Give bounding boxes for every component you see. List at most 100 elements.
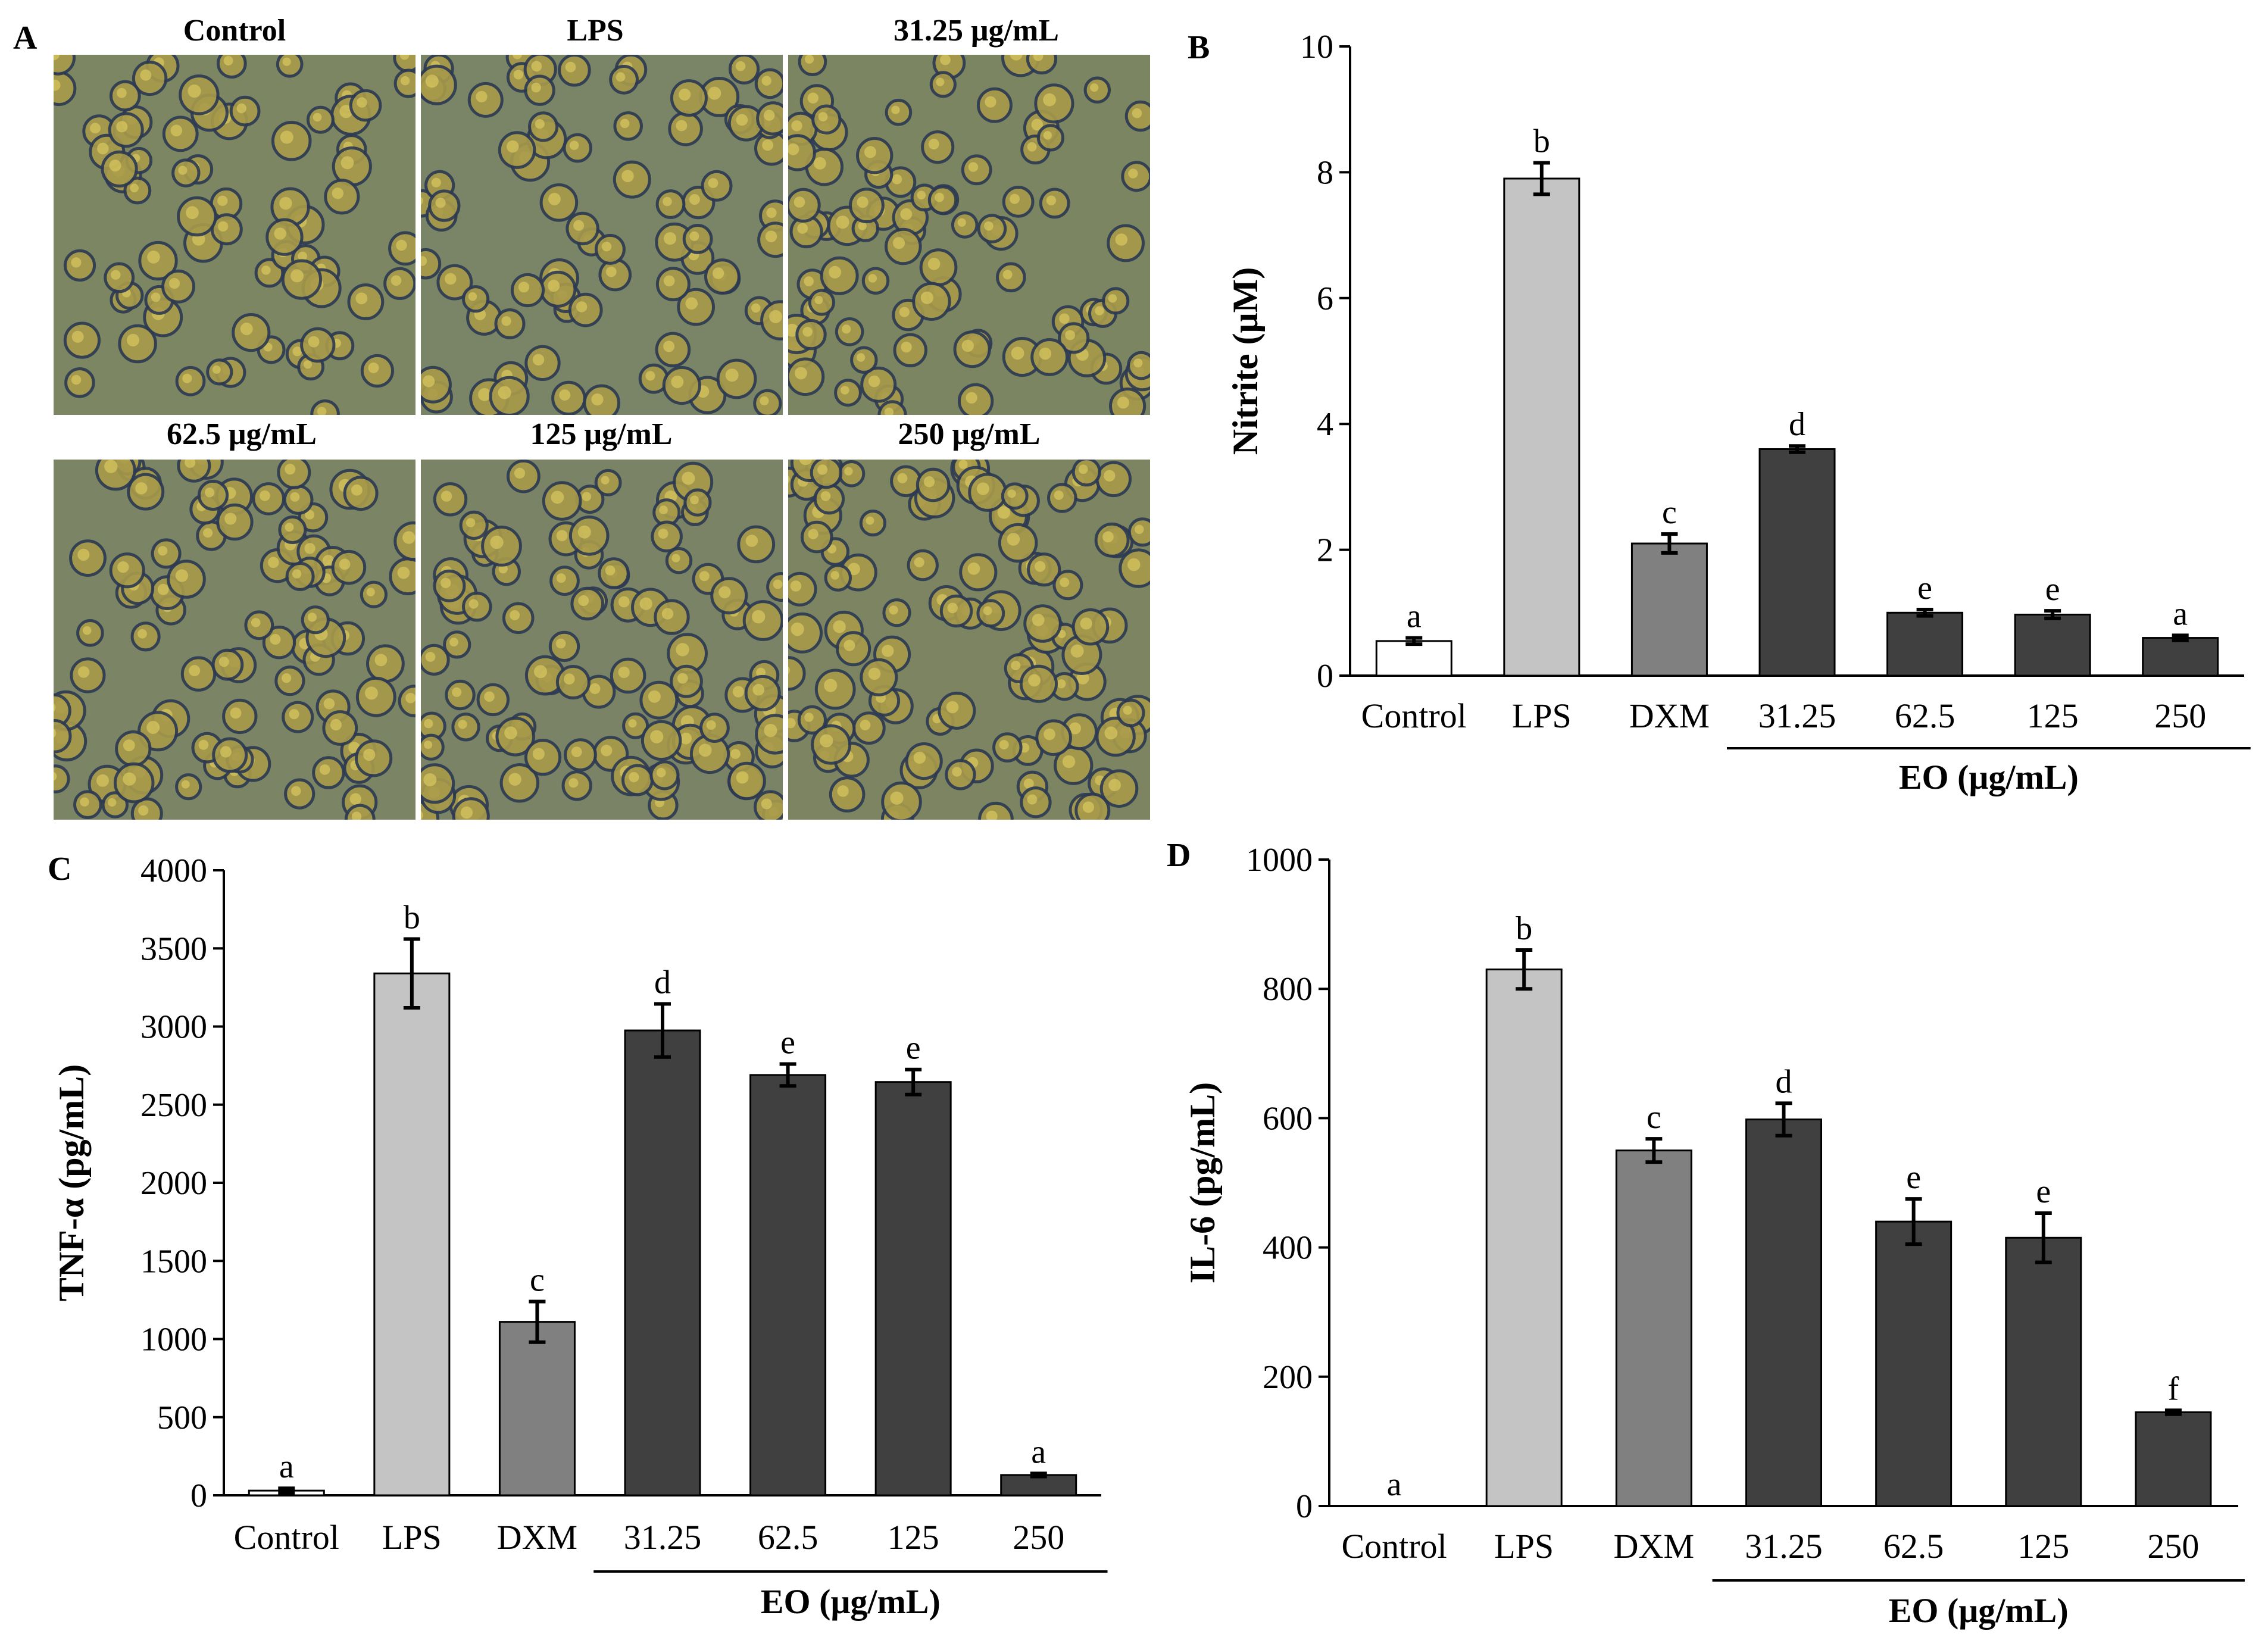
cell-granule — [54, 771, 57, 781]
cell-granule — [351, 811, 362, 820]
cell-granule — [478, 388, 491, 401]
panel-letter-c: C — [48, 851, 71, 888]
cell-granule — [868, 274, 877, 283]
cell-granule — [189, 665, 201, 677]
cell-granule — [952, 767, 962, 777]
cell-granule — [820, 734, 833, 748]
cell-granule — [576, 301, 588, 313]
cell-granule — [605, 266, 617, 277]
cell-granule — [1082, 801, 1094, 813]
cell-granule — [699, 571, 710, 582]
cell-granule — [788, 143, 799, 155]
cell-granule — [80, 797, 89, 807]
cell-granule — [1070, 644, 1084, 658]
cell-granule — [708, 178, 718, 188]
chart-c-y-tick-label: 3500 — [140, 930, 207, 967]
cell-granule — [1035, 561, 1046, 572]
cell-granule — [1007, 533, 1020, 546]
cell-granule — [220, 746, 232, 758]
cell-granule — [936, 77, 945, 86]
cell-granule — [532, 748, 545, 760]
cell-granule — [818, 112, 828, 122]
cell-granule — [170, 124, 183, 137]
chart-b-bar-3 — [1758, 448, 1836, 677]
chart-d-category-label-5: 125 — [2017, 1527, 2069, 1566]
cell-granule — [280, 130, 293, 144]
cell-granule — [837, 785, 849, 797]
cell-granule — [117, 88, 127, 98]
cell-granule — [712, 267, 724, 279]
cell-granule — [531, 61, 542, 72]
chart-b-y-axis-title: Nitrite (μM) — [1226, 267, 1265, 455]
cell-granule — [158, 546, 168, 556]
cell-granule — [890, 791, 904, 805]
chart-c-y-tick-label: 1500 — [140, 1243, 207, 1280]
cell-granule — [282, 673, 292, 683]
cell-granule — [339, 105, 353, 118]
cell-granule — [330, 718, 342, 731]
cell-granule — [577, 525, 591, 539]
cell-granule — [725, 368, 739, 382]
chart-d-significance-4: e — [1906, 1159, 1921, 1196]
cell-granule — [556, 573, 566, 583]
cell-granule — [307, 613, 317, 622]
cell-granule — [435, 198, 446, 208]
chart-c-significance-0: a — [279, 1448, 294, 1485]
cell-granule — [534, 665, 547, 679]
cell-granule — [718, 586, 731, 599]
cell-granule — [1011, 661, 1021, 670]
cell-granule — [1039, 347, 1052, 360]
cell-granule — [441, 577, 451, 588]
chart-c-category-label-4: 62.5 — [758, 1518, 819, 1557]
chart-d-category-label-3: 31.25 — [1745, 1527, 1823, 1566]
cell-granule — [90, 123, 101, 134]
cell-granule — [856, 353, 866, 362]
cell-granule — [1059, 313, 1070, 324]
cell-granule — [423, 375, 435, 388]
cell-granule — [797, 223, 808, 234]
cell-granule — [882, 645, 894, 657]
cell-granule — [582, 492, 592, 501]
chart-d-category-label-6: 250 — [2147, 1527, 2199, 1566]
cell-granule — [424, 718, 433, 729]
cell-granule — [332, 188, 344, 199]
chart-b-significance-6: a — [2173, 595, 2188, 632]
micrograph-cells — [788, 55, 1150, 415]
cell-granule — [605, 565, 616, 576]
micrograph-label-31-25: 31.25 μg/mL — [894, 14, 1059, 48]
cell-granule — [663, 275, 675, 287]
cell-granule — [501, 316, 511, 326]
cell-granule — [355, 292, 368, 305]
cell-granule — [1127, 558, 1141, 571]
chart-d-category-label-0: Control — [1341, 1527, 1447, 1566]
cell-granule — [1069, 722, 1081, 735]
cell-granule — [468, 292, 477, 301]
cell-granule — [498, 386, 511, 399]
micrograph-label-control: Control — [183, 14, 286, 48]
cell-granule — [303, 360, 313, 369]
cell — [54, 764, 70, 793]
cell-granule — [1123, 705, 1132, 715]
cell-granule — [751, 303, 761, 313]
chart-c-y-axis-title: TNF-α (pg/mL) — [52, 1064, 91, 1301]
cell-granule — [663, 340, 675, 352]
il-6-chart: 0 200 400 600 800 1000 IL-6 (pg/mL) a Control b LP… — [1183, 842, 2245, 1630]
cell-granule — [54, 55, 60, 61]
cell-granule — [1104, 470, 1116, 482]
cell-granule — [146, 721, 160, 734]
cell-granule — [808, 529, 819, 539]
cell-granule — [1044, 728, 1055, 741]
cell-granule — [484, 691, 495, 702]
cell-granule — [650, 730, 664, 743]
cell-granule — [984, 221, 994, 231]
cell-granule — [424, 741, 433, 749]
cell-granule — [559, 389, 571, 401]
cell-granule — [967, 562, 980, 575]
cell-granule — [573, 220, 585, 231]
cell-granule — [658, 529, 668, 539]
chart-c-y-tick-label: 2500 — [140, 1087, 207, 1124]
cell-granule — [761, 798, 772, 810]
cell — [788, 656, 806, 691]
cell-granule — [764, 724, 777, 738]
cell-granule — [270, 634, 281, 645]
